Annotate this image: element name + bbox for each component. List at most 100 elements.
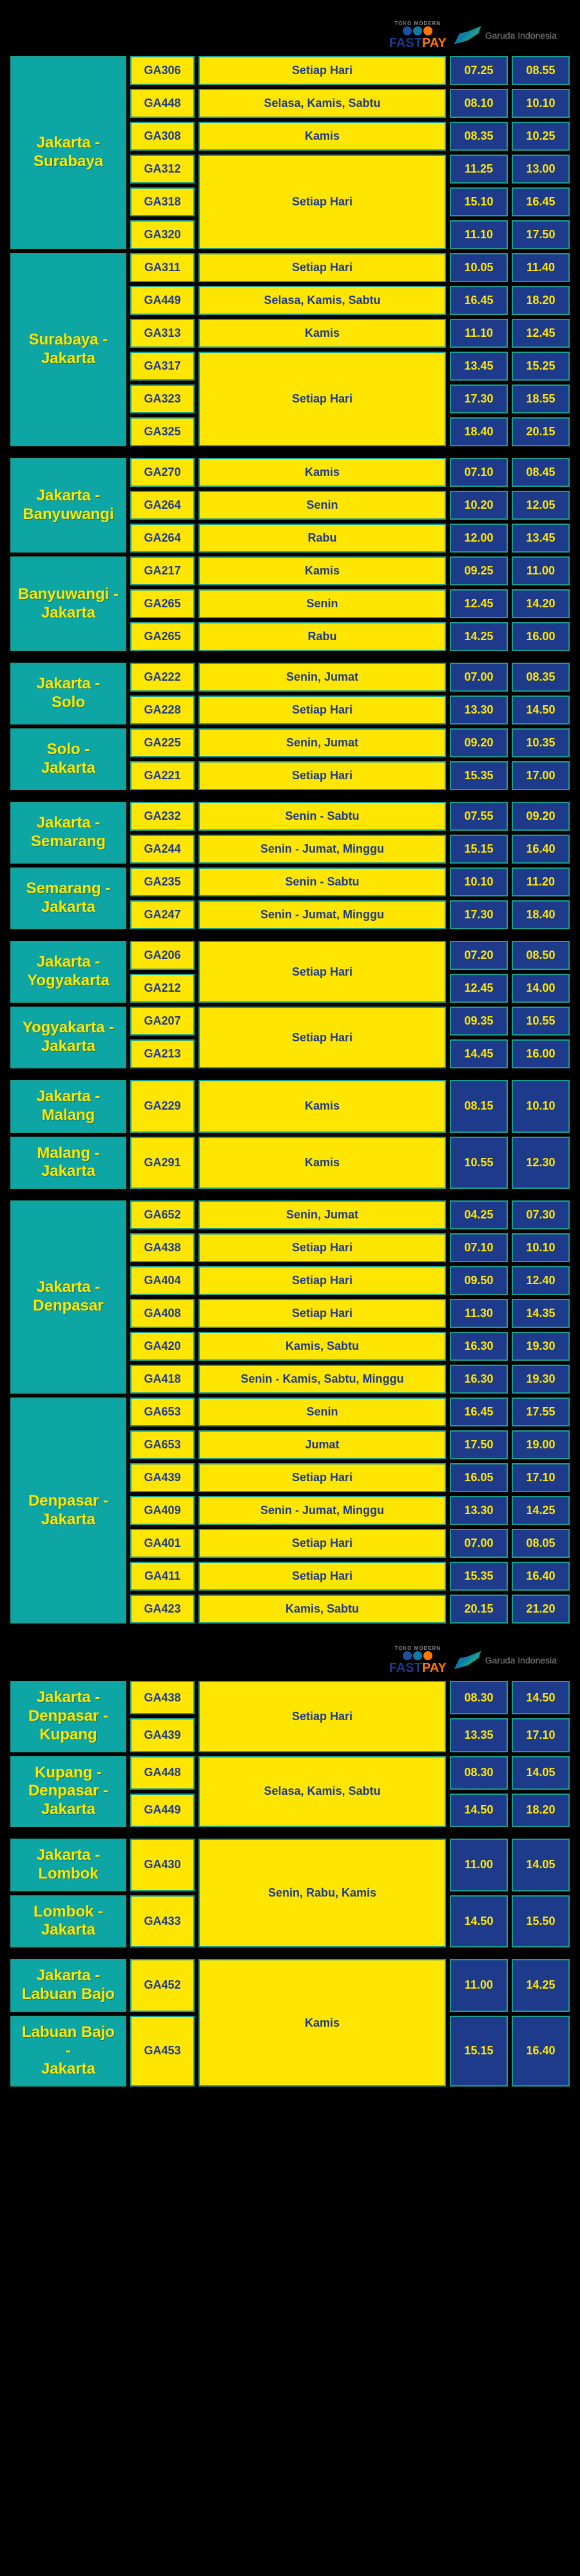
- depart-time: 08.30: [450, 1756, 508, 1790]
- day-cell: Senin - Jumat, Minggu: [198, 900, 446, 929]
- arrive-time: 14.35: [512, 1299, 570, 1328]
- arrive-time: 14.25: [512, 1959, 570, 2012]
- flight-code: GA212: [130, 974, 195, 1003]
- day-cell: Senin, Rabu, Kamis: [198, 1839, 446, 1947]
- route-cell: Jakarta -Lombok: [10, 1839, 126, 1891]
- flight-code: GA430: [130, 1839, 195, 1891]
- depart-time: 07.10: [450, 1233, 508, 1262]
- arrive-time: 11.40: [512, 253, 570, 282]
- depart-time: 15.15: [450, 835, 508, 864]
- day-cell: Senin, Jumat: [198, 663, 446, 692]
- arrive-time: 16.00: [512, 1039, 570, 1068]
- arrive-time: 18.40: [512, 900, 570, 929]
- depart-time: 10.05: [450, 253, 508, 282]
- depart-time: 08.30: [450, 1681, 508, 1714]
- day-cell: Senin: [198, 589, 446, 618]
- flight-code: GA449: [130, 1794, 195, 1827]
- route-cell: Jakarta -Semarang: [10, 802, 126, 864]
- depart-time: 12.00: [450, 524, 508, 553]
- depart-time: 07.55: [450, 802, 508, 831]
- depart-time: 09.50: [450, 1266, 508, 1295]
- arrive-time: 20.15: [512, 417, 570, 446]
- flight-code: GA265: [130, 622, 195, 651]
- flight-code: GA323: [130, 384, 195, 413]
- flight-code: GA311: [130, 253, 195, 282]
- flight-code: GA439: [130, 1463, 195, 1492]
- day-cell: Setiap Hari: [198, 253, 446, 282]
- day-cell: Setiap Hari: [198, 155, 446, 249]
- day-cell: Setiap Hari: [198, 1007, 446, 1068]
- arrive-time: 16.40: [512, 2016, 570, 2087]
- route-cell: Jakarta -Denpasar -Kupang: [10, 1681, 126, 1752]
- route-cell: Banyuwangi -Jakarta: [10, 556, 126, 651]
- route-cell: Denpasar -Jakarta: [10, 1397, 126, 1624]
- arrive-time: 10.10: [512, 89, 570, 118]
- arrive-time: 17.10: [512, 1718, 570, 1752]
- arrive-time: 19.30: [512, 1332, 570, 1361]
- day-cell: Kamis: [198, 556, 446, 585]
- day-cell: Senin: [198, 491, 446, 520]
- arrive-time: 14.00: [512, 974, 570, 1003]
- day-cell: Selasa, Kamis, Sabtu: [198, 89, 446, 118]
- arrive-time: 14.20: [512, 589, 570, 618]
- arrive-time: 15.25: [512, 352, 570, 381]
- flight-code: GA418: [130, 1365, 195, 1394]
- day-cell: Kamis: [198, 458, 446, 487]
- arrive-time: 10.10: [512, 1233, 570, 1262]
- arrive-time: 12.45: [512, 319, 570, 348]
- flight-code: GA318: [130, 187, 195, 216]
- depart-time: 08.15: [450, 1080, 508, 1133]
- flight-code: GA423: [130, 1595, 195, 1624]
- flight-code: GA452: [130, 1959, 195, 2012]
- flight-code: GA448: [130, 89, 195, 118]
- arrive-time: 19.00: [512, 1430, 570, 1459]
- flight-code: GA228: [130, 696, 195, 724]
- day-cell: Selasa, Kamis, Sabtu: [198, 286, 446, 315]
- depart-time: 13.30: [450, 696, 508, 724]
- arrive-time: 12.40: [512, 1266, 570, 1295]
- arrive-time: 12.30: [512, 1137, 570, 1189]
- flight-code: GA232: [130, 802, 195, 831]
- depart-time: 14.25: [450, 622, 508, 651]
- day-cell: Setiap Hari: [198, 1463, 446, 1492]
- arrive-time: 17.50: [512, 220, 570, 249]
- arrive-time: 10.10: [512, 1080, 570, 1133]
- depart-time: 20.15: [450, 1595, 508, 1624]
- arrive-time: 16.40: [512, 1562, 570, 1591]
- flight-code: GA408: [130, 1299, 195, 1328]
- day-cell: Senin: [198, 1397, 446, 1426]
- depart-time: 11.10: [450, 319, 508, 348]
- depart-time: 11.10: [450, 220, 508, 249]
- arrive-time: 16.45: [512, 187, 570, 216]
- arrive-time: 08.55: [512, 56, 570, 85]
- route-cell: Jakarta -Labuan Bajo: [10, 1959, 126, 2012]
- flight-code: GA433: [130, 1895, 195, 1948]
- arrive-time: 14.05: [512, 1756, 570, 1790]
- flight-code: GA652: [130, 1200, 195, 1229]
- flight-code: GA264: [130, 491, 195, 520]
- route-cell: Solo -Jakarta: [10, 728, 126, 790]
- arrive-time: 21.20: [512, 1595, 570, 1624]
- depart-time: 13.35: [450, 1718, 508, 1752]
- arrive-time: 16.00: [512, 622, 570, 651]
- day-cell: Jumat: [198, 1430, 446, 1459]
- day-cell: Setiap Hari: [198, 1529, 446, 1558]
- depart-time: 18.40: [450, 417, 508, 446]
- arrive-time: 11.00: [512, 556, 570, 585]
- day-cell: Senin - Sabtu: [198, 802, 446, 831]
- depart-time: 11.25: [450, 155, 508, 184]
- depart-time: 17.30: [450, 900, 508, 929]
- arrive-time: 08.35: [512, 663, 570, 692]
- flight-code: GA213: [130, 1039, 195, 1068]
- flight-code: GA265: [130, 589, 195, 618]
- fastpay-logo: TOKO MODERNFASTPAY: [389, 1645, 447, 1674]
- flight-code: GA404: [130, 1266, 195, 1295]
- flight-code: GA325: [130, 417, 195, 446]
- flight-code: GA448: [130, 1756, 195, 1790]
- flight-code: GA270: [130, 458, 195, 487]
- flight-code: GA317: [130, 352, 195, 381]
- arrive-time: 10.35: [512, 728, 570, 757]
- flight-code: GA207: [130, 1007, 195, 1036]
- day-cell: Kamis: [198, 122, 446, 151]
- route-cell: Malang -Jakarta: [10, 1137, 126, 1189]
